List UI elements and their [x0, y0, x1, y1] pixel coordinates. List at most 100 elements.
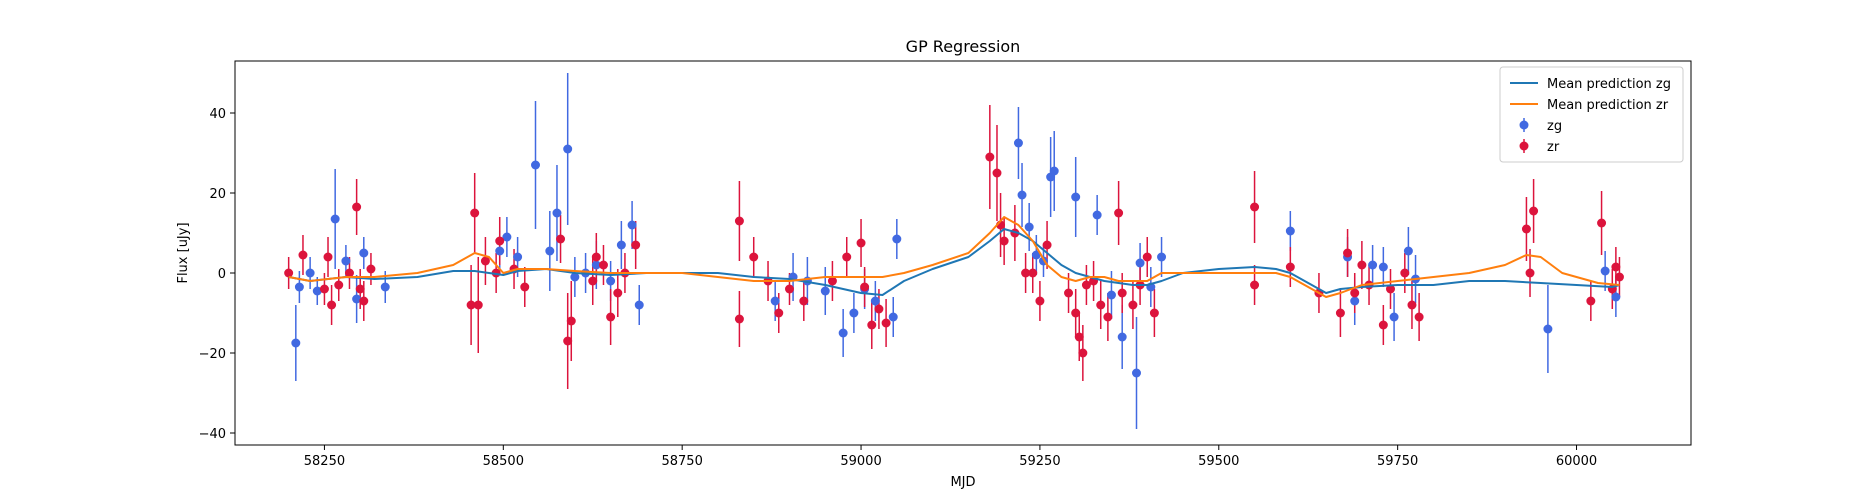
data-point [985, 152, 995, 162]
data-point [563, 144, 573, 154]
data-point [470, 208, 480, 218]
data-point [892, 234, 902, 244]
data-point [466, 300, 476, 310]
y-tick-label: 20 [209, 187, 226, 202]
data-point [734, 314, 744, 324]
data-point [606, 276, 616, 286]
legend-box [1499, 66, 1684, 163]
data-point [774, 308, 784, 318]
legend-item: Mean prediction zg [1510, 77, 1671, 92]
data-point [1350, 296, 1360, 306]
data-point [1149, 308, 1159, 318]
y-axis-label: Flux [uJy] [176, 222, 191, 283]
data-point [359, 296, 369, 306]
x-tick-label: 59250 [1019, 454, 1060, 469]
x-tick-label: 59750 [1377, 454, 1418, 469]
y-tick-label: 0 [218, 267, 226, 282]
data-point [330, 214, 340, 224]
legend-label: zg [1547, 119, 1562, 134]
data-point [1414, 312, 1424, 322]
data-point [1614, 272, 1624, 282]
data-point [1103, 312, 1113, 322]
data-point [799, 296, 809, 306]
data-point [1378, 262, 1388, 272]
data-point [1597, 218, 1607, 228]
data-point [1285, 226, 1295, 236]
data-point [820, 286, 830, 296]
data-layer [284, 73, 1624, 429]
data-point [1042, 240, 1052, 250]
y-tick-label: −40 [199, 427, 226, 442]
data-point [1028, 268, 1038, 278]
data-point [563, 336, 573, 346]
data-point [1529, 206, 1539, 216]
data-point [1117, 332, 1127, 342]
legend-item: zr [1519, 139, 1560, 155]
data-point [1400, 268, 1410, 278]
data-point [1081, 280, 1091, 290]
data-point [749, 252, 759, 262]
data-point [1335, 308, 1345, 318]
chart-title: GP Regression [906, 37, 1021, 56]
data-point [291, 338, 301, 348]
legend-label: Mean prediction zr [1547, 98, 1669, 113]
legend-marker-swatch [1519, 120, 1529, 130]
data-point [1035, 296, 1045, 306]
data-point [1049, 166, 1059, 176]
data-point [1385, 284, 1395, 294]
data-point [1157, 252, 1167, 262]
data-point [355, 284, 365, 294]
x-axis-label: MJD [950, 475, 975, 490]
legend-item: Mean prediction zr [1510, 98, 1669, 113]
data-point [1343, 248, 1353, 258]
data-point [627, 220, 637, 230]
data-point [327, 300, 337, 310]
data-point [867, 320, 877, 330]
data-point [520, 282, 530, 292]
data-point [344, 268, 354, 278]
data-point [1142, 252, 1152, 262]
data-point [1021, 268, 1031, 278]
data-point [1403, 246, 1413, 256]
data-point [334, 280, 344, 290]
data-point [1128, 300, 1138, 310]
data-point [1078, 348, 1088, 358]
series-zr-points [284, 152, 1624, 358]
data-point [734, 216, 744, 226]
data-point [1135, 258, 1145, 268]
data-point [556, 234, 566, 244]
data-point [1117, 288, 1127, 298]
data-point [870, 296, 880, 306]
data-point [1611, 262, 1621, 272]
axes-frame [234, 60, 1692, 446]
data-point [631, 240, 641, 250]
data-point [1132, 368, 1142, 378]
data-point [513, 252, 523, 262]
data-point [588, 276, 598, 286]
data-point [366, 264, 376, 274]
data-point [1031, 250, 1041, 260]
data-point [352, 294, 362, 304]
data-point [888, 312, 898, 322]
data-point [598, 260, 608, 270]
data-point [1092, 210, 1102, 220]
data-point [1586, 296, 1596, 306]
data-point [305, 268, 315, 278]
data-point [1357, 260, 1367, 270]
data-point [1017, 190, 1027, 200]
data-point [770, 296, 780, 306]
x-tick-label: 58750 [661, 454, 702, 469]
data-point [842, 252, 852, 262]
data-point [495, 246, 505, 256]
data-point [1024, 222, 1034, 232]
data-point [1285, 262, 1295, 272]
data-point [570, 272, 580, 282]
data-point [298, 250, 308, 260]
x-tick-label: 59000 [840, 454, 881, 469]
data-point [784, 284, 794, 294]
series-zg-points [291, 138, 1621, 378]
data-point [591, 252, 601, 262]
data-point [1071, 308, 1081, 318]
